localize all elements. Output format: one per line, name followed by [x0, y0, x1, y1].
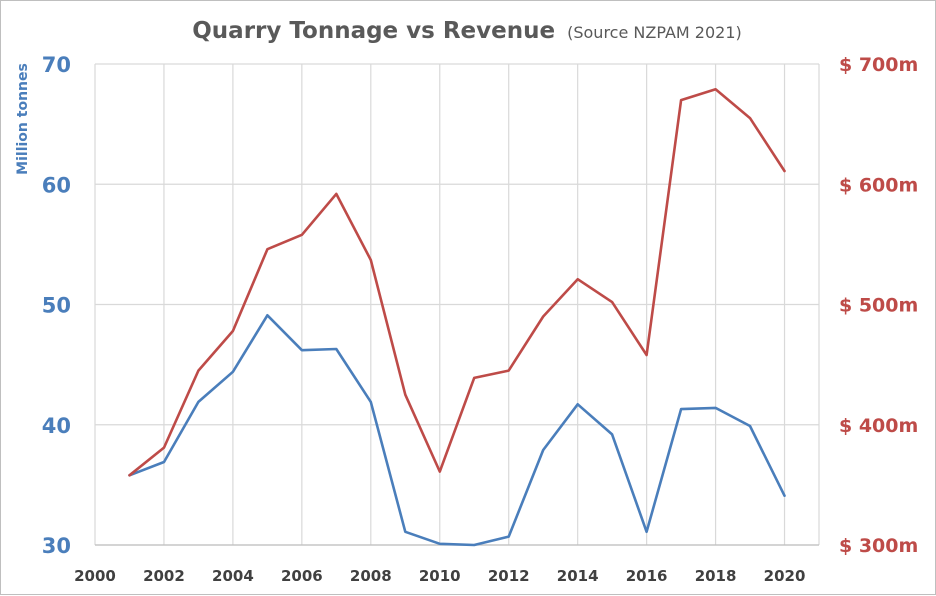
x-tick-label: 2018 — [695, 567, 737, 585]
series-lines — [128, 88, 786, 547]
revenue-series-line — [128, 88, 786, 477]
x-tick-label: 2004 — [212, 567, 254, 585]
chart-title: Quarry Tonnage vs Revenue (Source NZPAM … — [192, 18, 742, 44]
x-tick-label: 2006 — [281, 567, 323, 585]
y-axis-left-label: Million tonnes — [15, 63, 31, 175]
x-axis-ticks: 2000 2002 2004 2006 2008 2010 2012 2014 2016 2018… — [74, 567, 805, 585]
y-tick-left-label: 70 — [42, 53, 71, 77]
x-tick-label: 2020 — [764, 567, 806, 585]
y-axis-right-ticks: $ 300m $ 400m $ 500m $ 600m $ 700m — [839, 54, 918, 557]
x-tick-label: 2002 — [143, 567, 185, 585]
y-tick-right-label: $ 700m — [839, 54, 918, 76]
x-tick-label: 2012 — [488, 567, 530, 585]
x-tick-label: 2016 — [626, 567, 668, 585]
tonnage-series-line — [128, 313, 786, 547]
y-tick-left-label: 40 — [42, 414, 71, 438]
y-tick-right-label: $ 400m — [839, 415, 918, 437]
y-tick-left-label: 50 — [42, 294, 71, 318]
x-tick-label: 2014 — [557, 567, 599, 585]
y-axis-left-ticks: 30 40 50 60 70 — [42, 53, 71, 558]
y-tick-right-label: $ 500m — [839, 295, 918, 317]
chart-title-main: Quarry Tonnage vs Revenue — [192, 18, 555, 44]
y-tick-right-label: $ 600m — [839, 174, 918, 196]
y-tick-left-label: 30 — [42, 534, 71, 558]
chart-subtitle: (Source NZPAM 2021) — [567, 23, 742, 42]
x-tick-label: 2010 — [419, 567, 461, 585]
x-tick-label: 2000 — [74, 567, 116, 585]
y-tick-right-label: $ 300m — [839, 535, 918, 557]
y-tick-left-label: 60 — [42, 173, 71, 197]
x-tick-label: 2008 — [350, 567, 392, 585]
grid-lines — [94, 63, 820, 546]
